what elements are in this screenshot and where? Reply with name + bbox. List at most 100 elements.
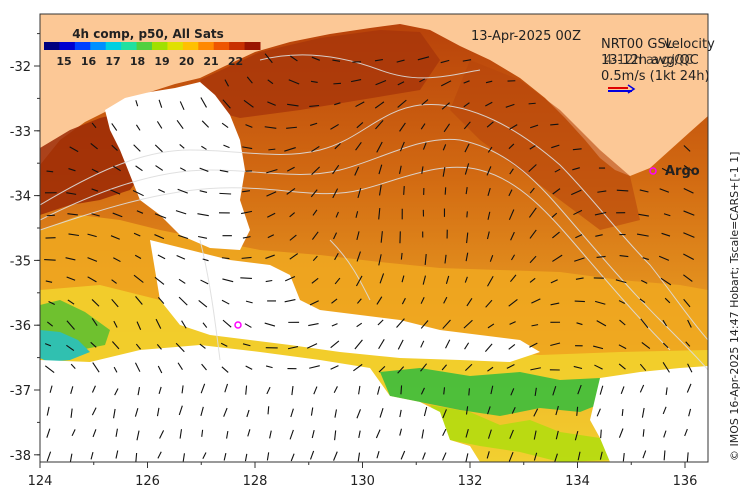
velocity-arrow xyxy=(135,124,141,131)
velocity-arrow xyxy=(245,385,248,395)
velocity-arrow xyxy=(529,187,535,194)
velocity-arrow xyxy=(332,164,340,175)
velocity-arrow xyxy=(137,387,141,396)
velocity-arrow xyxy=(267,79,274,85)
velocity-arrow xyxy=(661,167,669,172)
colorbar-segment xyxy=(44,42,60,50)
velocity-arrow xyxy=(463,80,470,84)
velocity-arrow xyxy=(135,296,143,305)
velocity-arrow xyxy=(155,318,162,329)
velocity-arrow xyxy=(223,144,230,149)
velocity-arrow xyxy=(197,213,209,217)
velocity-arrow xyxy=(463,319,473,329)
velocity-arrow xyxy=(420,320,429,329)
cloud-mask-south xyxy=(40,345,480,462)
velocity-arrow xyxy=(575,234,583,239)
velocity-arrow xyxy=(286,126,297,129)
y-tick-label: -35 xyxy=(10,254,31,269)
velocity-arrow xyxy=(487,366,494,372)
velocity-arrow xyxy=(509,124,518,130)
velocity-arrow xyxy=(683,274,693,282)
velocity-arrow xyxy=(114,388,119,396)
velocity-arrow xyxy=(267,406,270,415)
velocity-arrow xyxy=(357,187,362,199)
velocity-arrow xyxy=(555,430,559,440)
velocity-arrow xyxy=(440,80,452,87)
velocity-arrow xyxy=(640,318,649,329)
velocity-arrow xyxy=(112,212,123,218)
velocity-arrow xyxy=(289,429,294,440)
velocity-arrow xyxy=(91,122,97,129)
velocity-arrow xyxy=(291,385,294,396)
velocity-arrow xyxy=(508,209,515,221)
velocity-arrow xyxy=(135,343,141,350)
velocity-arrow xyxy=(638,213,649,217)
velocity-arrow xyxy=(510,388,515,396)
velocity-arrow xyxy=(221,122,229,128)
velocity-arrow xyxy=(465,187,468,195)
velocity-arrow xyxy=(45,280,53,283)
colorbar-tick-label: 17 xyxy=(105,55,120,68)
velocity-arrow xyxy=(331,298,338,304)
velocity-arrow xyxy=(136,210,144,214)
velocity-arrow xyxy=(132,189,144,197)
velocity-arrow xyxy=(577,451,581,461)
velocity-arrow xyxy=(330,365,339,370)
velocity-arrow xyxy=(311,56,320,61)
velocity-arrow xyxy=(91,213,100,217)
velocity-arrow xyxy=(573,209,583,216)
velocity-arrow xyxy=(442,144,447,151)
velocity-arrow xyxy=(49,385,53,393)
velocity-arrow xyxy=(596,255,606,258)
velocity-arrow xyxy=(177,362,183,371)
velocity-arrow xyxy=(420,363,428,372)
colorbar-segment xyxy=(244,42,261,50)
velocity-arrow xyxy=(111,123,118,131)
velocity-arrow xyxy=(528,102,536,105)
velocity-arrow xyxy=(265,279,273,283)
velocity-arrow xyxy=(658,255,670,261)
velocity-arrow xyxy=(334,102,341,106)
velocity-arrow xyxy=(87,276,97,283)
velocity-arrow xyxy=(245,300,253,304)
velocity-arrow xyxy=(356,231,360,241)
colorbar-segment xyxy=(74,42,91,50)
velocity-arrow xyxy=(136,321,142,330)
velocity-arrow xyxy=(465,252,469,262)
x-tick-label: 128 xyxy=(243,474,268,489)
velocity-arrow xyxy=(242,190,250,193)
velocity-legend: NRT00 GSL velocity 13-12h avg/QC 4-12h a… xyxy=(601,37,715,94)
velocity-arrow xyxy=(65,257,76,261)
velocity-arrow xyxy=(378,207,381,220)
velocity-arrow xyxy=(269,430,272,439)
argo-marker-central xyxy=(234,321,242,329)
velocity-arrow xyxy=(135,100,139,107)
sst-cyan-patch-west xyxy=(40,330,90,362)
velocity-arrow xyxy=(487,429,492,439)
velocity-arrow xyxy=(223,453,227,461)
velocity-arrow xyxy=(529,145,536,150)
velocity-arrow xyxy=(377,319,384,326)
velocity-arrow xyxy=(44,259,56,261)
velocity-arrow xyxy=(490,385,494,395)
velocity-arrow xyxy=(334,277,341,285)
velocity-arrow xyxy=(554,453,558,462)
velocity-arrow xyxy=(441,364,448,371)
velocity-arrow xyxy=(687,363,693,373)
velocity-arrow xyxy=(574,257,585,262)
velocity-arrow xyxy=(199,343,206,349)
velocity-arrow xyxy=(683,145,691,152)
velocity-arrow xyxy=(219,192,232,195)
velocity-arrow xyxy=(264,322,276,327)
velocity-arrow xyxy=(199,167,209,172)
velocity-arrow xyxy=(358,385,361,395)
velocity-arrow xyxy=(313,386,318,395)
cloud-mask-central xyxy=(150,240,540,362)
velocity-arrow xyxy=(466,298,473,307)
colorbar-segment xyxy=(136,42,153,50)
velocity-arrow xyxy=(91,168,99,173)
velocity-arrow xyxy=(574,431,579,441)
velocity-arrow xyxy=(245,365,253,370)
velocity-arrow xyxy=(158,99,163,108)
velocity-arrow xyxy=(376,141,383,153)
